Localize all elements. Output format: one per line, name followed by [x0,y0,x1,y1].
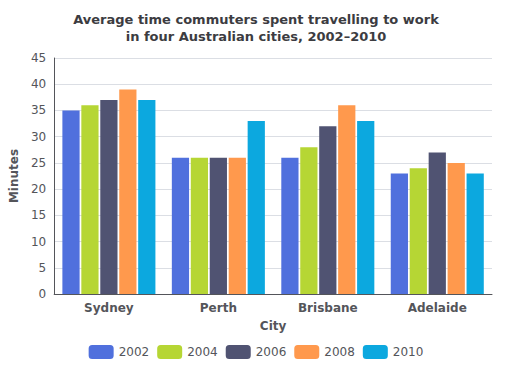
svg-text:Minutes: Minutes [7,149,21,203]
svg-text:30: 30 [31,130,46,144]
svg-text:15: 15 [31,208,46,222]
svg-text:2008: 2008 [324,345,355,359]
svg-text:Brisbane: Brisbane [298,301,358,315]
svg-text:Perth: Perth [200,301,237,315]
svg-text:35: 35 [31,103,46,117]
svg-text:5: 5 [39,261,47,275]
svg-text:25: 25 [31,156,46,170]
svg-text:in four Australian cities, 200: in four Australian cities, 2002–2010 [126,29,387,44]
svg-text:20: 20 [31,182,46,196]
svg-text:0: 0 [39,287,47,301]
svg-text:Adelaide: Adelaide [408,301,467,315]
svg-text:2006: 2006 [256,345,287,359]
svg-text:Sydney: Sydney [84,301,134,315]
svg-text:Average time commuters spent t: Average time commuters spent travelling … [73,12,439,27]
svg-text:2004: 2004 [187,345,218,359]
svg-text:City: City [260,319,287,333]
svg-text:40: 40 [31,77,46,91]
svg-text:45: 45 [31,51,46,65]
svg-text:2010: 2010 [393,345,424,359]
svg-text:2002: 2002 [119,345,150,359]
svg-text:10: 10 [31,235,46,249]
